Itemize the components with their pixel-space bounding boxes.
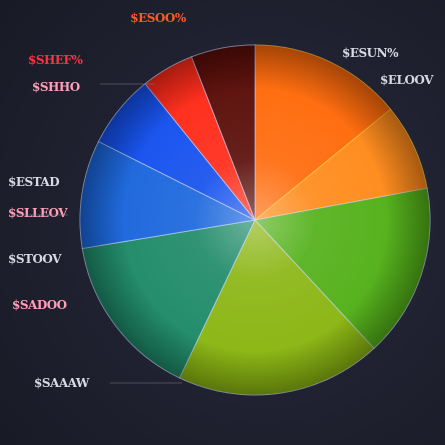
slice-label-2: $ELOOV [380,73,434,87]
extra-label-1: $SLLEOV [8,206,68,220]
extra-label-2: $SADOO [12,298,67,312]
slice-label-8: $SHEF% [28,53,84,67]
pie-edge-shade [80,45,430,395]
slice-label-1: $ESUN% [342,46,399,60]
slice-label-9: $ESOO% [130,11,187,25]
slice-label-7: $SHHO [32,80,80,94]
extra-label-3: $SAAAW [34,376,90,390]
slice-label-6: $ESTAD [8,175,59,189]
pie-labels: $ESUN% $ELOOV $STOOV $ESTAD $SHHO $SHEF% $ESOO… [8,11,435,390]
slice-label-5: $STOOV [8,252,62,266]
